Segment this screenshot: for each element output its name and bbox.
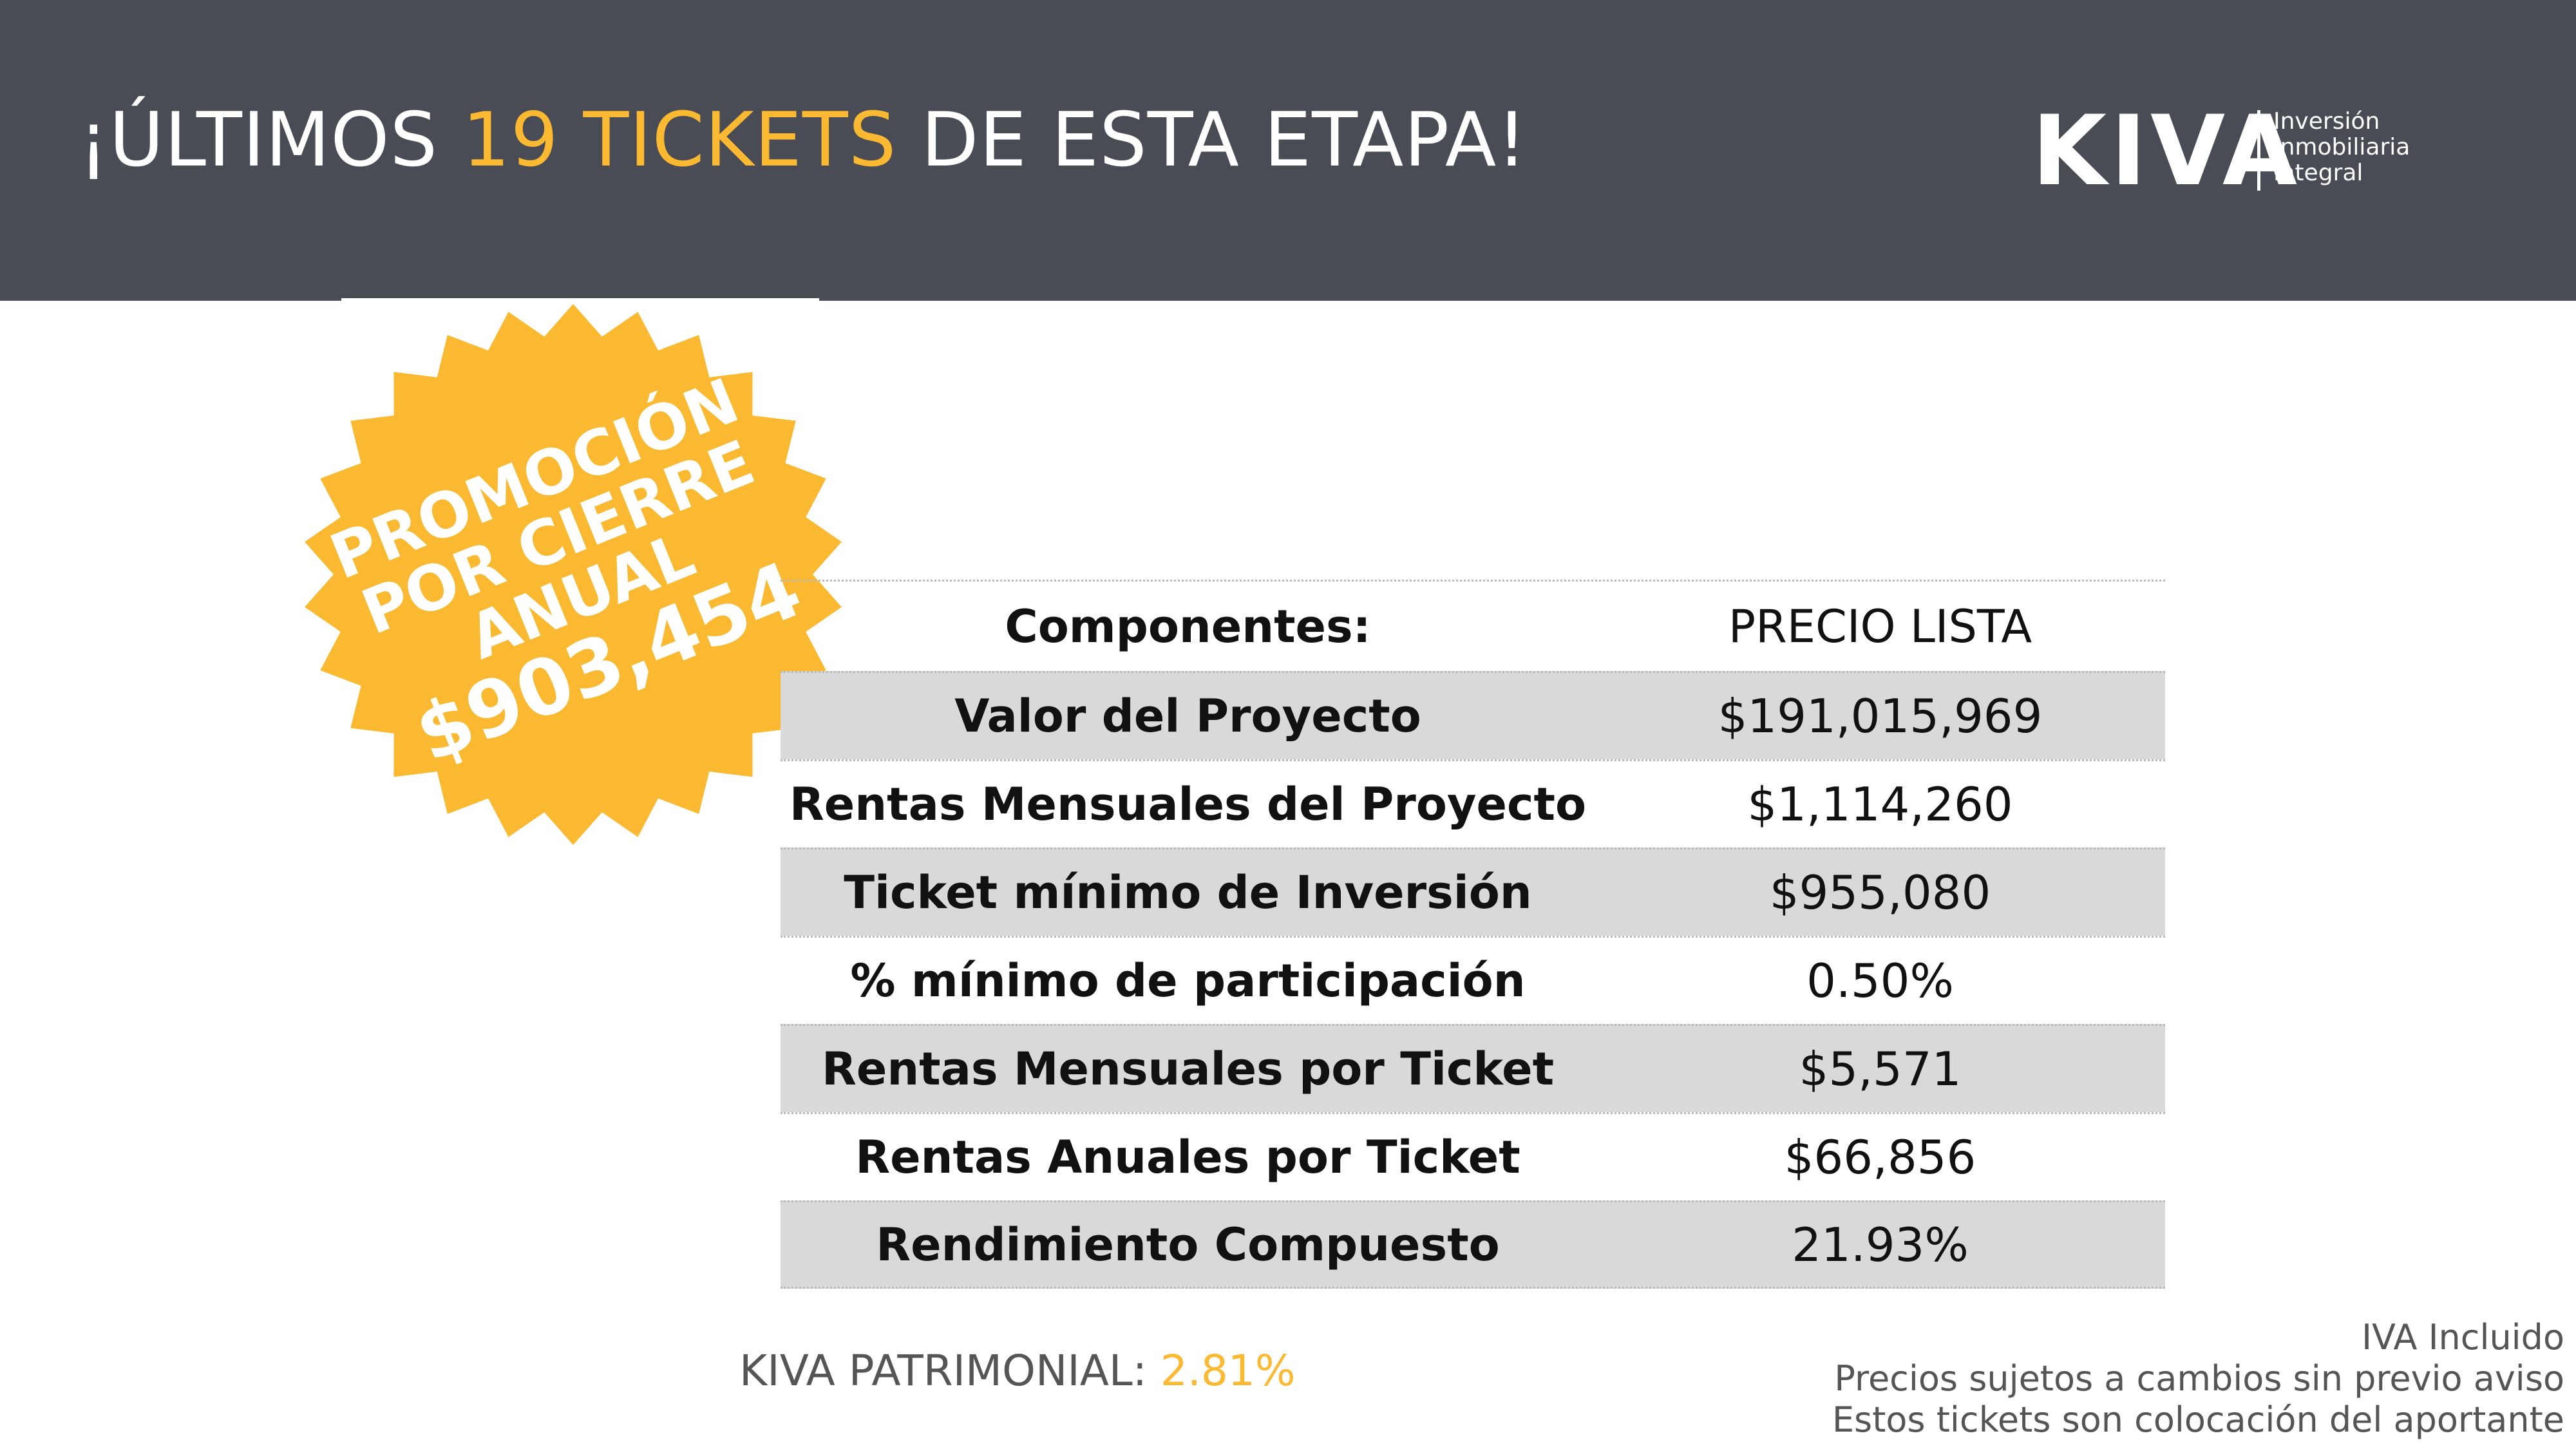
promo-starburst-badge (305, 304, 842, 845)
row-label: Rendimiento Compuesto (876, 1218, 1500, 1271)
row-value: $955,080 (1769, 866, 1991, 920)
page-title: ¡ÚLTIMOS 19 TICKETS DE ESTA ETAPA! (79, 97, 1528, 184)
row-value: $66,856 (1784, 1130, 1976, 1184)
footer-note: IVA Incluido (2362, 1317, 2564, 1358)
table-row: % mínimo de participación 0.50% (781, 936, 2165, 1024)
patrimonial-value: 2.81% (1160, 1346, 1296, 1396)
row-value: $191,015,969 (1718, 689, 2043, 743)
row-value: 21.93% (1792, 1217, 1969, 1272)
table-row: Valor del Proyecto $191,015,969 (781, 671, 2165, 759)
components-table: Componentes: PRECIO LISTA Valor del Proy… (781, 580, 2165, 1289)
row-label: Rentas Anuales por Ticket (855, 1131, 1520, 1184)
footer-notes: IVA Incluido Precios sujetos a cambios s… (1832, 1317, 2564, 1441)
row-value: $5,571 (1799, 1042, 1962, 1096)
logo-tagline: Inversión Inmobiliaria Integral (2273, 109, 2410, 186)
row-value: 0.50% (1806, 954, 1954, 1008)
row-label: Rentas Mensuales del Proyecto (789, 778, 1587, 831)
table-row: Rentas Mensuales del Proyecto $1,114,260 (781, 759, 2165, 848)
table-header-value: PRECIO LISTA (1728, 600, 2032, 653)
title-suffix: DE ESTA ETAPA! (896, 97, 1528, 184)
table-header-label: Componentes: (1005, 600, 1371, 653)
header-bar: ¡ÚLTIMOS 19 TICKETS DE ESTA ETAPA! KIVA … (0, 0, 2576, 301)
row-value: $1,114,260 (1747, 777, 2013, 831)
kiva-patrimonial: KIVA PATRIMONIAL: 2.81% (739, 1346, 1296, 1396)
logo-wordmark: KIVA (2032, 95, 2302, 207)
title-highlight: 19 TICKETS (462, 97, 897, 184)
header-underline (341, 298, 819, 302)
row-label: % mínimo de participación (850, 954, 1526, 1007)
logo-tagline-line: Integral (2273, 160, 2363, 186)
patrimonial-label: KIVA PATRIMONIAL: (739, 1346, 1160, 1396)
title-prefix: ¡ÚLTIMOS (79, 97, 463, 184)
table-row: Ticket mínimo de Inversión $955,080 (781, 848, 2165, 936)
row-label: Rentas Mensuales por Ticket (821, 1043, 1555, 1095)
table-row: Rendimiento Compuesto 21.93% (781, 1200, 2165, 1289)
logo-divider (2257, 110, 2260, 191)
logo-tagline-line: Inversión (2273, 108, 2380, 135)
logo-tagline-line: Inmobiliaria (2273, 134, 2410, 160)
table-row: Rentas Anuales por Ticket $66,856 (781, 1112, 2165, 1200)
footer-note: Precios sujetos a cambios sin previo avi… (1834, 1358, 2564, 1399)
footer-note: Estos tickets son colocación del aportan… (1832, 1399, 2564, 1440)
table-row: Rentas Mensuales por Ticket $5,571 (781, 1024, 2165, 1112)
row-label: Valor del Proyecto (954, 690, 1421, 743)
table-header-row: Componentes: PRECIO LISTA (781, 580, 2165, 671)
row-label: Ticket mínimo de Inversión (844, 866, 1532, 919)
